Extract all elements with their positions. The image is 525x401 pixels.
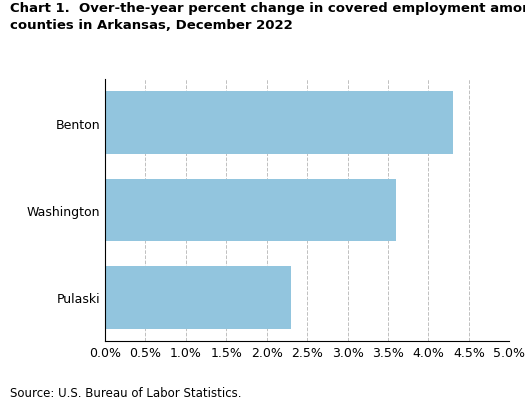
Text: Chart 1.  Over-the-year percent change in covered employment among the largest
c: Chart 1. Over-the-year percent change in… (10, 2, 525, 32)
Bar (105, 92, 453, 155)
Bar (105, 179, 396, 242)
Text: Source: U.S. Bureau of Labor Statistics.: Source: U.S. Bureau of Labor Statistics. (10, 386, 242, 399)
Bar (105, 266, 291, 329)
